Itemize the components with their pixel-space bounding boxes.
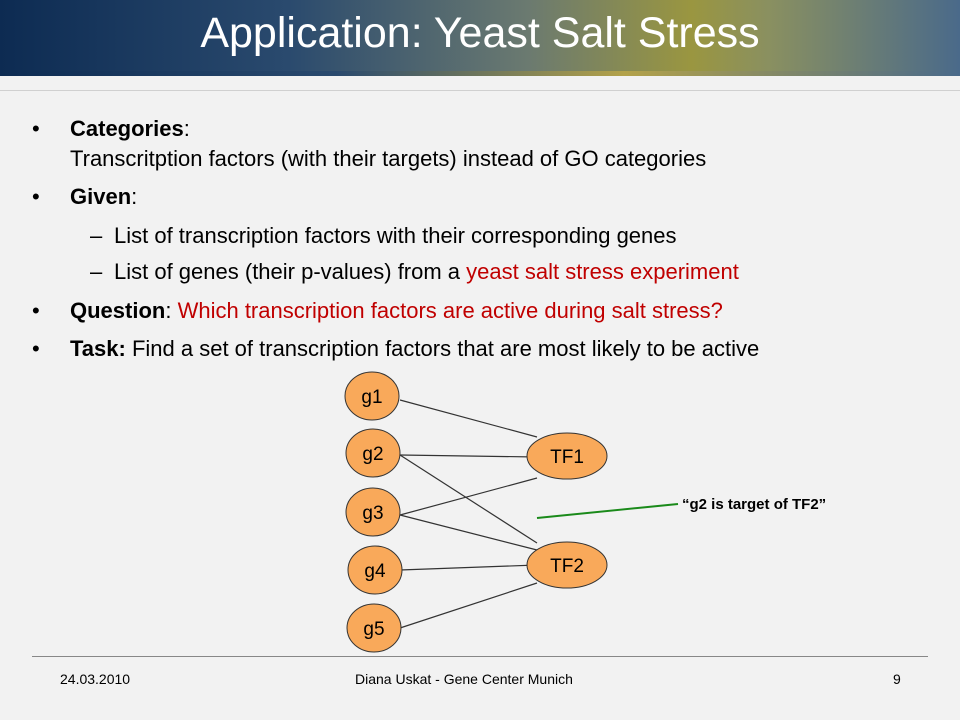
edge-group: [399, 399, 538, 629]
bullet-dot: •: [32, 298, 40, 323]
question-text: Which transcription factors are active d…: [177, 298, 723, 323]
sub-dash: –: [90, 223, 103, 248]
bullet-given-text: Given:: [70, 182, 137, 212]
given-sub-plain-2: List of genes (their p-values) from a: [114, 259, 467, 284]
gene-node-shape: [345, 428, 401, 478]
tf-node-tf1: TF1: [526, 432, 608, 480]
edge-g3-tf2: [399, 514, 538, 551]
gene-node-g5: g5: [346, 603, 402, 653]
bullet-question-text: Question: Which transcription factors ar…: [70, 296, 723, 326]
edge-g4-tf2: [399, 564, 538, 571]
gene-node-shape: [346, 603, 402, 653]
edge-g2-tf1: [399, 454, 538, 458]
bullet-dot: •: [32, 184, 40, 209]
given-sub-plain-1: List of transcription factors with their…: [114, 223, 677, 248]
bullet-dot: •: [32, 116, 40, 141]
given-label: Given: [70, 184, 132, 209]
edge-g2-tf2: [399, 454, 538, 544]
tf-node-tf2: TF2: [526, 541, 608, 589]
tf-node-label: TF1: [550, 447, 584, 468]
bullet-dot: •: [32, 336, 40, 361]
node-group: g1 g2 g3 g4 g5 TF1 TF2: [344, 371, 608, 653]
gene-tf-diagram: g1 g2 g3 g4 g5 TF1 TF2: [344, 371, 679, 653]
tf-node-label: TF2: [550, 556, 584, 577]
footer-date: 24.03.2010: [60, 671, 131, 687]
bullet-task-text: Task: Find a set of transcription factor…: [70, 334, 759, 364]
task-text: Find a set of transcription factors that…: [125, 336, 760, 361]
footer-divider: [32, 656, 928, 657]
tf-node-shape: [526, 541, 608, 589]
task-label: Task:: [70, 336, 126, 361]
page-number: 9: [893, 671, 901, 687]
slide-title: Application: Yeast Salt Stress: [200, 9, 760, 57]
question-colon: :: [165, 298, 178, 323]
sub-dash: –: [90, 259, 103, 284]
gene-node-shape: [345, 487, 401, 537]
given-colon: :: [131, 184, 138, 209]
footer-author: Diana Uskat - Gene Center Munich: [355, 671, 573, 687]
bullet-categories-text: Categories:: [70, 114, 190, 144]
title-bar: Application: Yeast Salt Stress: [0, 0, 960, 76]
gene-node-label: g5: [363, 619, 384, 640]
annotation-pointer-line: [536, 503, 679, 519]
given-sub-text-1: List of transcription factors with their…: [114, 221, 677, 251]
gene-node-g4: g4: [347, 545, 403, 595]
annotation-label: “g2 is target of TF2”: [682, 496, 827, 513]
gene-node-g3: g3: [345, 487, 401, 537]
gene-node-label: g3: [362, 503, 383, 524]
gene-node-g2: g2: [345, 428, 401, 478]
edge-g5-tf2: [399, 582, 538, 629]
top-divider: [0, 90, 960, 91]
edge-g3-tf1: [399, 477, 538, 516]
categories-description: Transcritption factors (with their targe…: [70, 146, 707, 171]
tf-node-shape: [526, 432, 608, 480]
given-sub-text-2: List of genes (their p-values) from a ye…: [114, 257, 739, 287]
gene-node-g1: g1: [344, 371, 400, 421]
question-label: Question: [70, 298, 166, 323]
gene-node-label: g1: [361, 387, 382, 408]
gene-node-label: g2: [362, 444, 383, 465]
categories-colon: :: [183, 116, 190, 141]
gene-node-shape: [344, 371, 400, 421]
given-sub-red-2: yeast salt stress experiment: [466, 259, 739, 284]
gene-node-label: g4: [364, 561, 386, 582]
edge-g1-tf1: [399, 399, 538, 438]
categories-label: Categories: [70, 116, 184, 141]
gene-node-shape: [347, 545, 403, 595]
